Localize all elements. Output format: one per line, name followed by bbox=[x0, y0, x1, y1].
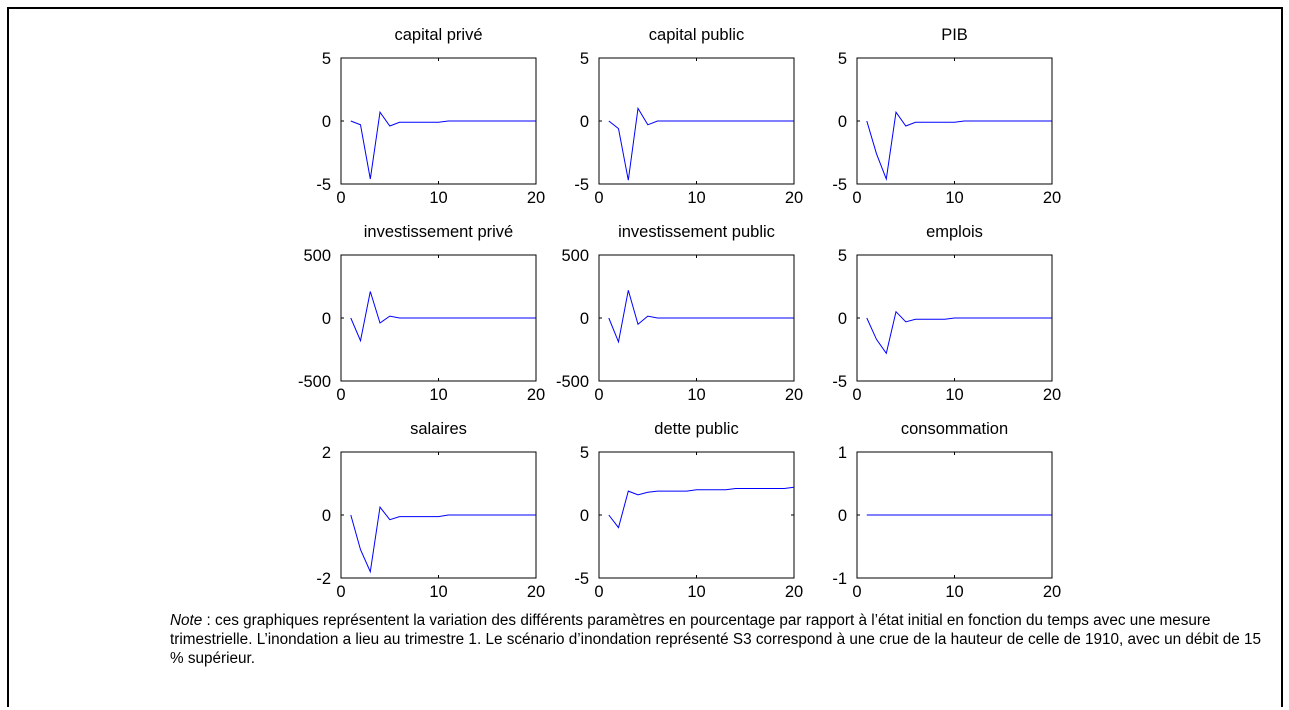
series-line-emplois bbox=[866, 310, 1052, 355]
y-tick-label: 2 bbox=[322, 444, 331, 462]
subplot-title: capital public bbox=[649, 26, 744, 44]
x-tick-label: 10 bbox=[945, 583, 963, 601]
note-label: Note bbox=[170, 612, 203, 629]
x-tick-label: 10 bbox=[945, 386, 963, 404]
series-line-capital-public bbox=[608, 106, 794, 181]
y-tick-label: 500 bbox=[561, 247, 589, 265]
y-tick-label: 0 bbox=[580, 310, 589, 328]
y-tick-label: 5 bbox=[838, 50, 847, 68]
y-tick-label: 0 bbox=[838, 507, 847, 525]
y-tick-label: 1 bbox=[838, 444, 847, 462]
subplot-title: dette public bbox=[654, 420, 738, 438]
series-line-dette-public bbox=[608, 486, 795, 529]
subplot-investissement-prive: investissement privé -500 0 500 0 10 20 bbox=[298, 223, 545, 404]
y-tick-label: 0 bbox=[322, 310, 331, 328]
x-tick-label: 10 bbox=[429, 189, 447, 207]
y-tick-label: 0 bbox=[580, 507, 589, 525]
y-tick-label: -5 bbox=[316, 176, 331, 194]
x-tick-label: 20 bbox=[1043, 189, 1061, 207]
subplot-pib: PIB -5 0 5 0 10 20 bbox=[832, 26, 1061, 207]
y-tick-label: -5 bbox=[832, 373, 847, 391]
subplot-emplois: emplois -5 0 5 0 10 20 bbox=[832, 223, 1061, 404]
x-tick-label: 0 bbox=[852, 189, 861, 207]
y-tick-label: 0 bbox=[580, 113, 589, 131]
x-tick-label: 10 bbox=[945, 189, 963, 207]
y-tick-label: -500 bbox=[298, 373, 331, 391]
y-tick-label: 5 bbox=[580, 444, 589, 462]
y-tick-label: -5 bbox=[574, 570, 589, 588]
y-tick-label: 5 bbox=[838, 247, 847, 265]
x-tick-label: 20 bbox=[527, 189, 545, 207]
x-tick-label: 20 bbox=[527, 583, 545, 601]
x-tick-label: 0 bbox=[852, 583, 861, 601]
x-tick-label: 20 bbox=[785, 189, 803, 207]
y-tick-label: 0 bbox=[838, 113, 847, 131]
subplot-title: investissement public bbox=[618, 223, 775, 241]
y-tick-label: -500 bbox=[556, 373, 589, 391]
x-tick-label: 0 bbox=[852, 386, 861, 404]
subplot-title: salaires bbox=[410, 420, 467, 438]
x-tick-label: 0 bbox=[336, 386, 345, 404]
x-tick-label: 10 bbox=[687, 583, 705, 601]
x-tick-label: 20 bbox=[785, 386, 803, 404]
x-tick-label: 20 bbox=[527, 386, 545, 404]
note-text: : ces graphiques représentent la variati… bbox=[170, 612, 1262, 667]
series-line-salaires bbox=[350, 505, 536, 574]
x-tick-label: 10 bbox=[429, 386, 447, 404]
subplot-capital-prive: capital privé -5 0 5 0 10 20 bbox=[316, 26, 545, 207]
y-tick-label: -5 bbox=[832, 176, 847, 194]
y-tick-label: 0 bbox=[322, 507, 331, 525]
subplot-title: consommation bbox=[901, 420, 1008, 438]
series-line-pib bbox=[866, 110, 1052, 181]
x-tick-label: 10 bbox=[687, 189, 705, 207]
subplot-investissement-public: investissement public -500 0 500 0 10 20 bbox=[556, 223, 803, 404]
y-tick-label: 0 bbox=[838, 310, 847, 328]
series-line-investissement-public bbox=[608, 290, 794, 344]
figure-note: Note : ces graphiques représentent la va… bbox=[170, 611, 1270, 668]
y-tick-label: -5 bbox=[574, 176, 589, 194]
figure-frame bbox=[7, 7, 1283, 707]
y-tick-label: -2 bbox=[316, 570, 331, 588]
y-tick-label: 5 bbox=[322, 50, 331, 68]
y-tick-label: -1 bbox=[832, 570, 847, 588]
subplot-title: PIB bbox=[941, 26, 968, 44]
subplot-title: emplois bbox=[926, 223, 983, 241]
x-tick-label: 0 bbox=[336, 189, 345, 207]
subplot-dette-public: dette public -5 0 5 0 10 20 bbox=[574, 420, 803, 601]
x-tick-label: 20 bbox=[785, 583, 803, 601]
plot-area bbox=[598, 451, 795, 579]
subplot-capital-public: capital public -5 0 5 0 10 20 bbox=[574, 26, 803, 207]
subplot-title: capital privé bbox=[394, 26, 482, 44]
y-tick-label: 0 bbox=[322, 113, 331, 131]
x-tick-label: 10 bbox=[429, 583, 447, 601]
x-tick-label: 0 bbox=[594, 386, 603, 404]
x-tick-label: 10 bbox=[687, 386, 705, 404]
subplot-title: investissement privé bbox=[364, 223, 513, 241]
x-tick-label: 0 bbox=[594, 189, 603, 207]
x-tick-label: 20 bbox=[1043, 386, 1061, 404]
series-line-capital-prive bbox=[350, 110, 536, 180]
series-line-investissement-prive bbox=[350, 291, 536, 343]
x-tick-label: 0 bbox=[336, 583, 345, 601]
y-tick-label: 5 bbox=[580, 50, 589, 68]
x-tick-label: 0 bbox=[594, 583, 603, 601]
x-tick-label: 20 bbox=[1043, 583, 1061, 601]
y-tick-label: 500 bbox=[303, 247, 331, 265]
